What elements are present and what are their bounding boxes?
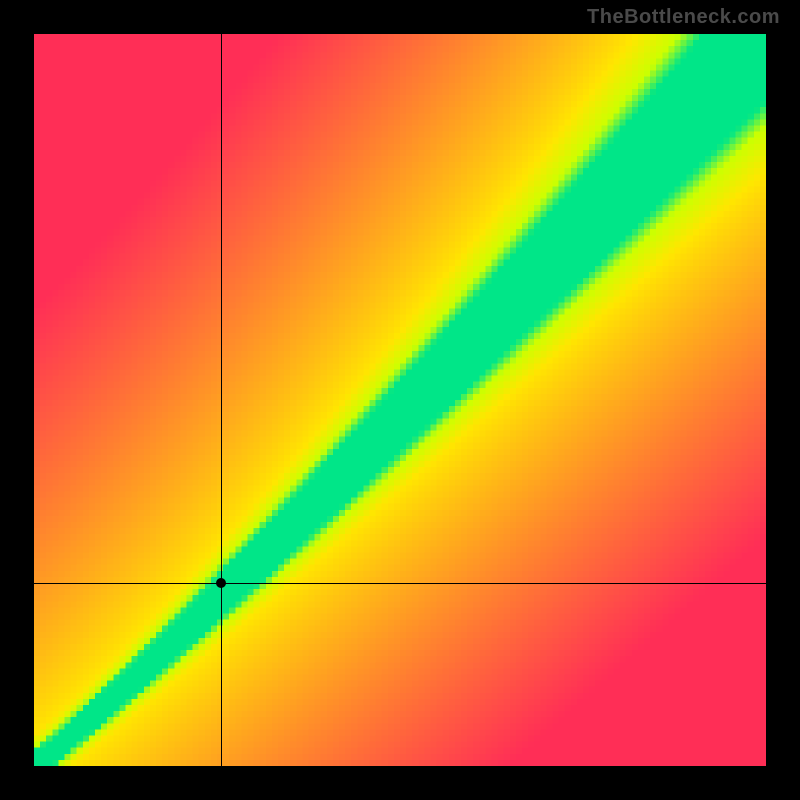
operating-point-marker[interactable] [216,578,226,588]
watermark-text: TheBottleneck.com [587,6,780,29]
crosshair-vertical [221,34,222,766]
plot-area [34,34,766,766]
bottleneck-heatmap [34,34,766,766]
crosshair-horizontal [34,583,766,584]
